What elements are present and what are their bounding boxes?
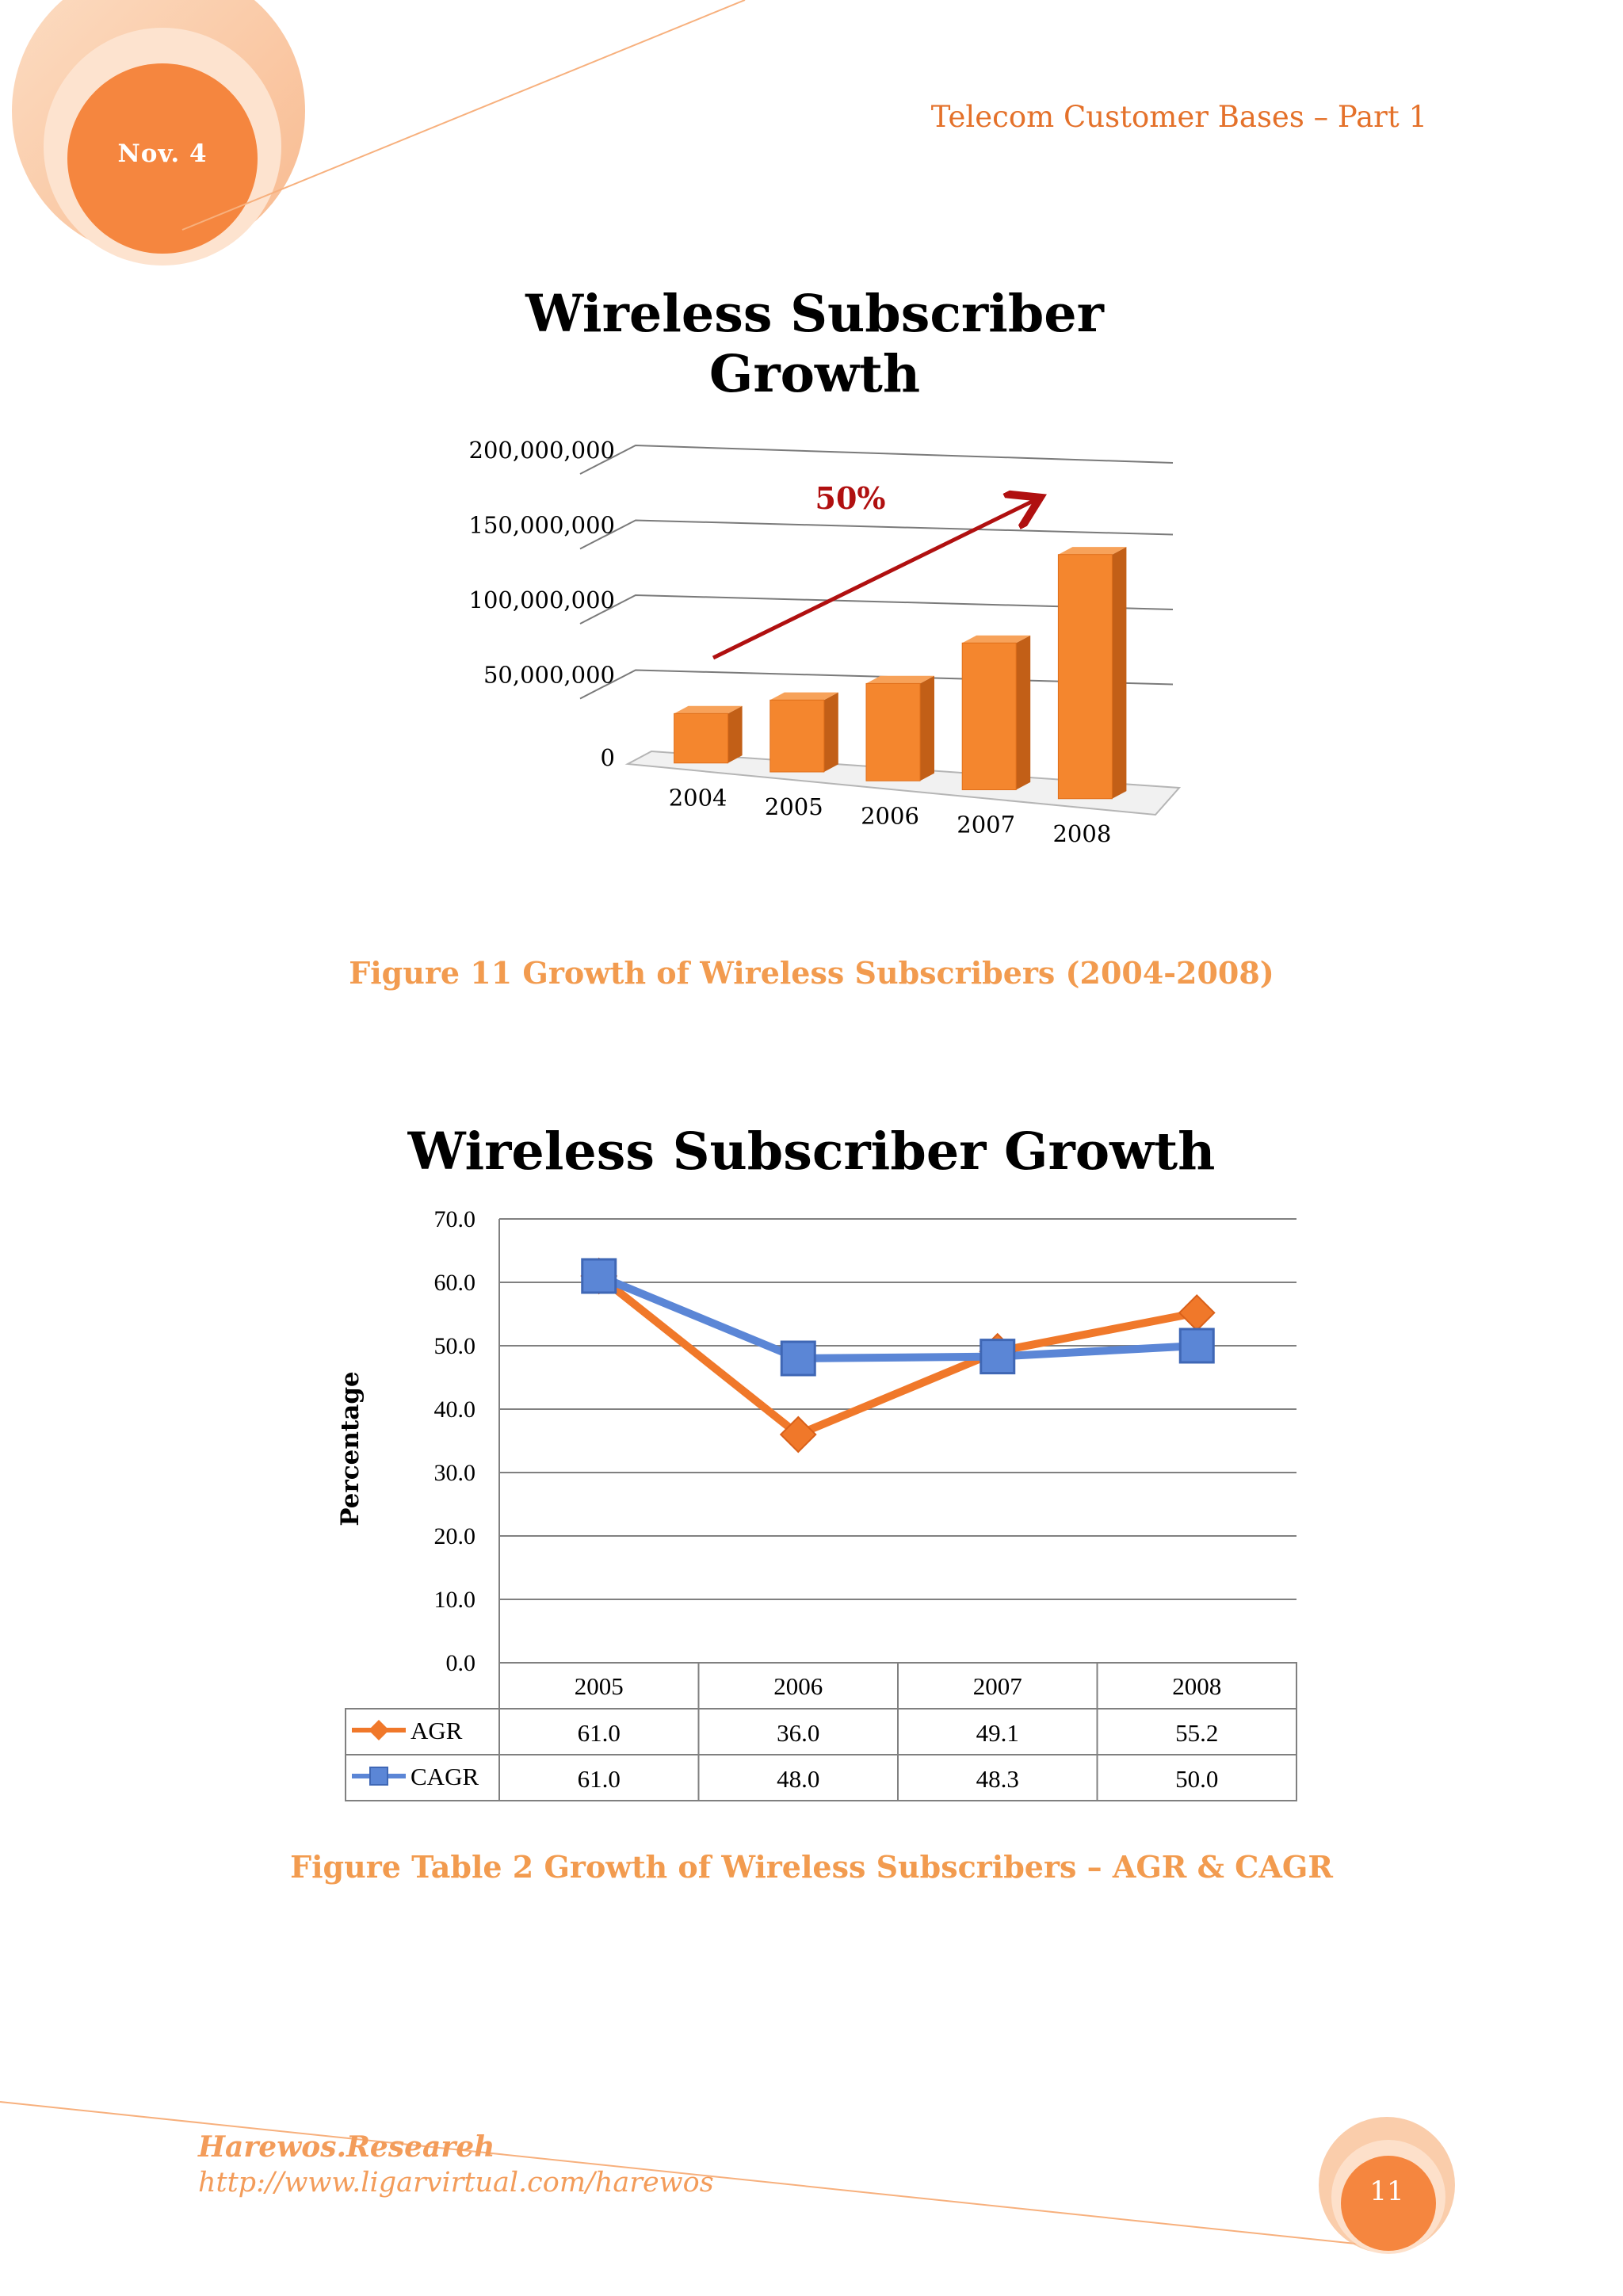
figure11-caption: Figure 11 Growth of Wireless Subscribers… (349, 955, 1274, 991)
chart1-bar-side (727, 705, 743, 763)
chart1-bar-front (865, 682, 921, 781)
chart1-bar-2004 (674, 705, 743, 764)
footer-org: Harewos.Researeh (198, 2130, 495, 2164)
chart2-table-row-cagr (345, 1754, 1297, 1801)
chart1-bar-front (961, 642, 1017, 791)
chart1-bar-top (866, 675, 934, 684)
header-decoration (12, 0, 746, 266)
chart2-table-cell: 61.0 (578, 1719, 621, 1747)
header-diagonal-line (181, 0, 746, 231)
chart2-point-cagr (581, 1258, 617, 1294)
footer-diagonal-line (0, 2101, 1364, 2245)
chart2-legend-label: CAGR (411, 1763, 479, 1790)
chart1-bar-front (1057, 554, 1113, 800)
chart2-point-cagr (780, 1340, 816, 1377)
chart2-point-cagr (1178, 1328, 1215, 1364)
chart1-xtick-label: 2004 (669, 785, 727, 812)
chart2-ylabel: Percentage (336, 1371, 365, 1526)
chart1-bar-top (769, 692, 838, 701)
chart2-ytick-label: 30.0 (434, 1460, 476, 1486)
chart1-title: Wireless Subscriber Growth (495, 284, 1135, 404)
chart2-line-cagr (597, 1272, 1197, 1362)
chart1-bar-side (1112, 547, 1127, 799)
footer-url[interactable]: http://www.ligarvirtual.com/harewos (198, 2167, 714, 2199)
chart2-legend-marker-square (369, 1767, 388, 1786)
chart2-ytick-label: 0.0 (446, 1650, 476, 1676)
chart1-xtick-label: 2008 (1052, 820, 1111, 847)
chart2-table-cell: 36.0 (777, 1719, 819, 1747)
chart2-table-cell: 55.2 (1175, 1719, 1218, 1747)
chart2-ytick-label: 10.0 (434, 1587, 476, 1613)
chart1-ytick-label: 50,000,000 (483, 662, 615, 689)
chart1-ytick-label: 0 (601, 744, 615, 771)
chart2-legend-marker-diamond (369, 1720, 389, 1740)
chart2-legend-label: AGR (411, 1717, 463, 1744)
chart2-xtick-label: 2007 (973, 1672, 1022, 1700)
chart1-bar-top (1058, 547, 1127, 555)
chart2-table-cell: 48.3 (976, 1765, 1019, 1793)
chart1-gridline (579, 594, 1174, 625)
chart1-bar-top (674, 705, 743, 714)
chart2-point-agr (779, 1415, 817, 1454)
chart2-line-chart: 0.0 10.0 20.0 30.0 40.0 50.0 60.0 70.0 Percentag… (336, 1206, 1297, 1801)
figure-table2-caption: Figure Table 2 Growth of Wireless Subscr… (290, 1849, 1333, 1885)
chart1-floor (624, 750, 1182, 816)
chart1-xtick-label: 2005 (765, 793, 823, 820)
chart1-bar-2007 (961, 635, 1031, 791)
chart2-title: Wireless Subscriber Growth (407, 1121, 1216, 1182)
footer-circle-inner (1341, 2156, 1436, 2251)
chart1-bar-front (769, 699, 825, 773)
chart2-point-agr (1178, 1293, 1216, 1331)
chart1-ytick-label: 200,000,000 (469, 437, 616, 464)
chart2-ytick-label: 50.0 (434, 1333, 476, 1359)
chart1-xtick-label: 2006 (861, 802, 919, 829)
header-circle-inner (67, 63, 258, 254)
running-header: Telecom Customer Bases – Part 1 (930, 100, 1427, 134)
chart1-ytick-label: 100,000,000 (469, 586, 616, 613)
date-badge: Nov. 4 (117, 139, 208, 168)
chart1-title-line2: Growth (708, 344, 921, 404)
chart1-ytick-label: 150,000,000 (469, 512, 616, 539)
chart2-xtick-label: 2006 (773, 1672, 823, 1700)
chart1-title-line1: Wireless Subscriber (525, 284, 1104, 344)
chart2-point-cagr (980, 1339, 1016, 1375)
chart2-ytick-label: 70.0 (434, 1206, 476, 1232)
chart2-ytick-label: 20.0 (434, 1523, 476, 1549)
chart1-bar-2008 (1057, 547, 1127, 800)
footer-decoration (0, 2101, 1455, 2254)
chart1-gridline (579, 444, 1174, 475)
chart2-table-row-agr (345, 1708, 1297, 1755)
chart1-bar-top (962, 635, 1031, 644)
chart1-bar-front (674, 712, 729, 764)
chart2-table-cell: 49.1 (976, 1719, 1019, 1747)
page-number: 11 (1369, 2176, 1404, 2207)
chart1-bar-side (920, 675, 934, 781)
chart2-ytick-label: 40.0 (434, 1396, 476, 1423)
chart2-ytick-label: 60.0 (434, 1270, 476, 1296)
chart1-xtick-label: 2007 (957, 812, 1015, 839)
chart2-line-agr (596, 1273, 1198, 1438)
chart1-bar-2006 (865, 675, 934, 781)
chart2-xtick-label: 2005 (575, 1672, 624, 1700)
chart1-annotation: 50% (815, 480, 886, 516)
chart1-bar-side (1016, 635, 1031, 790)
chart2-table-cell: 50.0 (1175, 1765, 1218, 1793)
chart1-gridline (579, 519, 1174, 550)
chart1-bar-side (823, 692, 838, 772)
chart2-table-cell: 48.0 (777, 1765, 819, 1793)
chart1-bar-2005 (769, 692, 838, 773)
chart2-xtick-label: 2008 (1172, 1672, 1221, 1700)
chart2-table-cell: 61.0 (578, 1765, 621, 1793)
chart2-data-table: 2005 2006 2007 2008 AGR 61.0 36.0 49.1 55.2 CAGR 6… (345, 1662, 1297, 1801)
chart1-3d-bar-chart: 0 50,000,000 100,000,000 150,000,000 200,000… (469, 437, 1182, 847)
chart1-trend-arrow (712, 499, 1037, 660)
